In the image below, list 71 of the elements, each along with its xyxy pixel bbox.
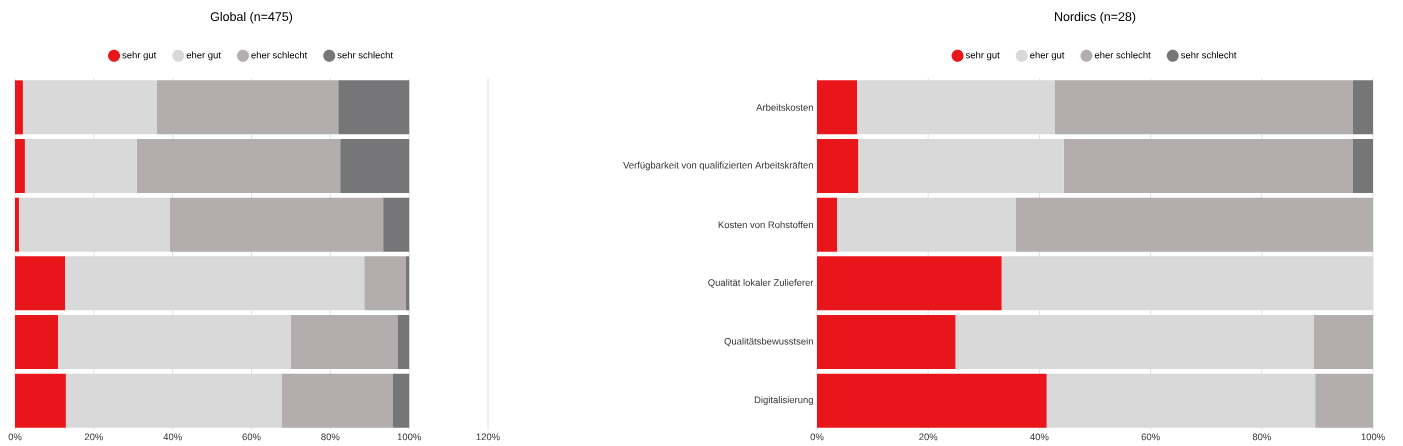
x-tick-label: 80%	[321, 433, 340, 441]
bar	[1063, 138, 1353, 193]
y-tick-label: Digitalisierung	[754, 396, 813, 406]
bar	[837, 197, 1016, 252]
x-tick-label: 40%	[163, 433, 182, 441]
chart-title: Nordics (n=28)	[1055, 11, 1136, 24]
bar	[338, 80, 410, 135]
bar	[1015, 197, 1374, 252]
bar	[817, 197, 838, 252]
bar	[1315, 373, 1374, 428]
legend-label: sehr schlecht	[1180, 51, 1237, 59]
x-tick-label: 120%	[476, 433, 500, 441]
bar	[817, 138, 859, 193]
bar	[57, 314, 291, 369]
bar	[15, 373, 66, 428]
bar	[15, 314, 58, 369]
y-tick-label: Kosten von Rohstoffen	[718, 221, 813, 229]
bar	[15, 256, 66, 311]
bar	[65, 373, 282, 428]
legend-label: sehr schlecht	[337, 51, 393, 59]
x-tick-label: 20%	[84, 433, 103, 441]
bar	[1352, 80, 1374, 135]
x-tick-label: 100%	[397, 433, 421, 441]
bar	[817, 314, 956, 369]
bar	[364, 256, 407, 311]
bar	[15, 138, 25, 193]
bar	[340, 138, 410, 193]
bar	[383, 197, 410, 252]
chart-title: Global (n=475)	[210, 11, 293, 24]
x-tick-label: 20%	[919, 433, 938, 441]
legend-label: eher gut	[1030, 51, 1065, 61]
x-tick-label: 0%	[8, 433, 22, 441]
bar	[397, 314, 410, 369]
x-tick-label: 60%	[242, 433, 261, 441]
bar	[955, 314, 1314, 369]
bar	[817, 80, 858, 135]
bar	[1054, 80, 1353, 135]
bar	[22, 80, 157, 135]
legend-label: eher schlecht	[1094, 51, 1151, 59]
y-tick-label: Verfügbarkeit von qualifizierten Arbeitskräften	[623, 161, 813, 171]
bar	[1313, 314, 1374, 369]
bar	[858, 138, 1064, 193]
x-tick-label: 0%	[810, 433, 824, 441]
bar	[136, 138, 341, 193]
y-tick-label: Qualität lokaler Zulieferer	[708, 279, 814, 288]
legend-label: sehr gut	[965, 51, 1000, 61]
legend-label: eher schlecht	[251, 51, 308, 59]
bar	[15, 80, 23, 135]
legend-label: eher gut	[186, 51, 221, 61]
bar	[817, 373, 1047, 428]
bar	[15, 197, 19, 252]
bar	[169, 197, 384, 252]
y-tick-label: Arbeitskosten	[756, 103, 813, 111]
y-tick-label: Qualitätsbewusstsein	[724, 337, 813, 347]
bar	[406, 256, 410, 311]
bar	[393, 373, 410, 428]
x-tick-label: 60%	[1141, 433, 1160, 441]
bar	[65, 256, 365, 311]
bar	[817, 256, 1002, 311]
bar	[281, 373, 394, 428]
bar	[1352, 138, 1374, 193]
x-tick-label: 100%	[1361, 433, 1385, 441]
x-tick-label: 80%	[1252, 433, 1271, 441]
bar	[1046, 373, 1316, 428]
bar	[156, 80, 339, 135]
x-tick-label: 40%	[1030, 433, 1049, 441]
bar	[18, 197, 170, 252]
bar	[857, 80, 1055, 135]
bar	[24, 138, 137, 193]
legend-label: sehr gut	[122, 51, 157, 61]
bar	[290, 314, 398, 369]
